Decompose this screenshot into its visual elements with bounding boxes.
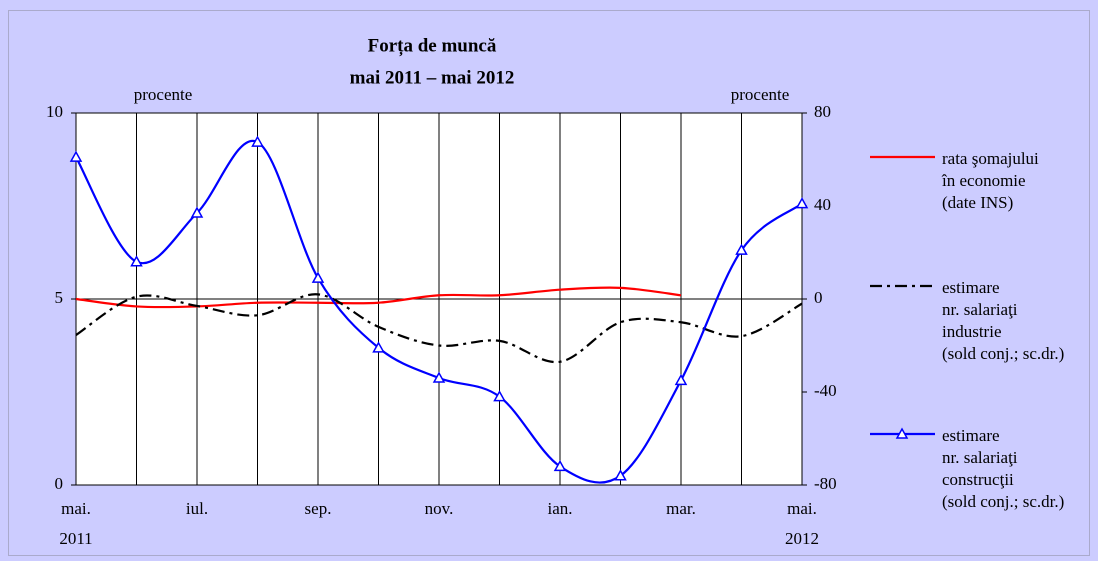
grid [71,112,807,486]
series-marker [130,255,143,267]
legend-label: (sold conj.; sc.dr.) [942,344,1064,363]
y-axis-label: procente [134,85,193,104]
series-marker [190,206,204,218]
series-marker [614,469,627,481]
series-marker [69,150,83,162]
y2-tick-label: -80 [814,474,837,493]
legend-marker [895,427,909,439]
legend-label: nr. salariaţi [942,448,1018,467]
series-marker [432,371,446,383]
series-marker [674,373,688,386]
legend-label: în economie [941,171,1026,190]
y-tick-label: 0 [55,474,64,493]
x-tick-label: mai. [787,499,817,518]
legend-label: rata şomajului [942,149,1039,168]
y2-tick-label: -40 [814,381,837,400]
series [69,135,809,484]
legend-label: construcţii [942,470,1014,489]
series-line [75,293,803,364]
y-tick-label: 10 [46,102,63,121]
series-marker [795,197,809,209]
x-year-label: 2011 [59,529,92,548]
series-line [75,286,682,309]
series-marker [372,341,385,353]
legend-label: estimare [942,278,1000,297]
x-tick-label: iul. [186,499,208,518]
series-marker [493,390,506,402]
legend-label: (sold conj.; sc.dr.) [942,492,1064,511]
x-tick-label: mar. [666,499,696,518]
legend-label: estimare [942,426,1000,445]
y2-tick-label: 80 [814,102,831,121]
series-marker [251,135,264,147]
legend: rata şomajului în economie (date INS) estim… [870,149,1064,511]
series-marker [735,243,748,255]
legend-label: (date INS) [942,193,1013,212]
x-tick-label: ian. [547,499,572,518]
x-tick-label: mai. [61,499,91,518]
y2-tick-label: 40 [814,195,831,214]
frame [8,10,1090,556]
y-tick-label: 5 [55,288,64,307]
y2-axis-label: procente [731,85,790,104]
chart-title: Forța de muncă [368,35,497,56]
series-marker [553,459,567,472]
x-tick-label: sep. [305,499,332,518]
y2-tick-label: 0 [814,288,823,307]
x-tick-label: nov. [425,499,454,518]
chart-subtitle: mai 2011 – mai 2012 [350,67,515,88]
x-year-label: 2012 [785,529,819,548]
legend-label: nr. salariaţi [942,300,1018,319]
legend-label: industrie [942,322,1002,341]
series-marker [311,271,325,283]
